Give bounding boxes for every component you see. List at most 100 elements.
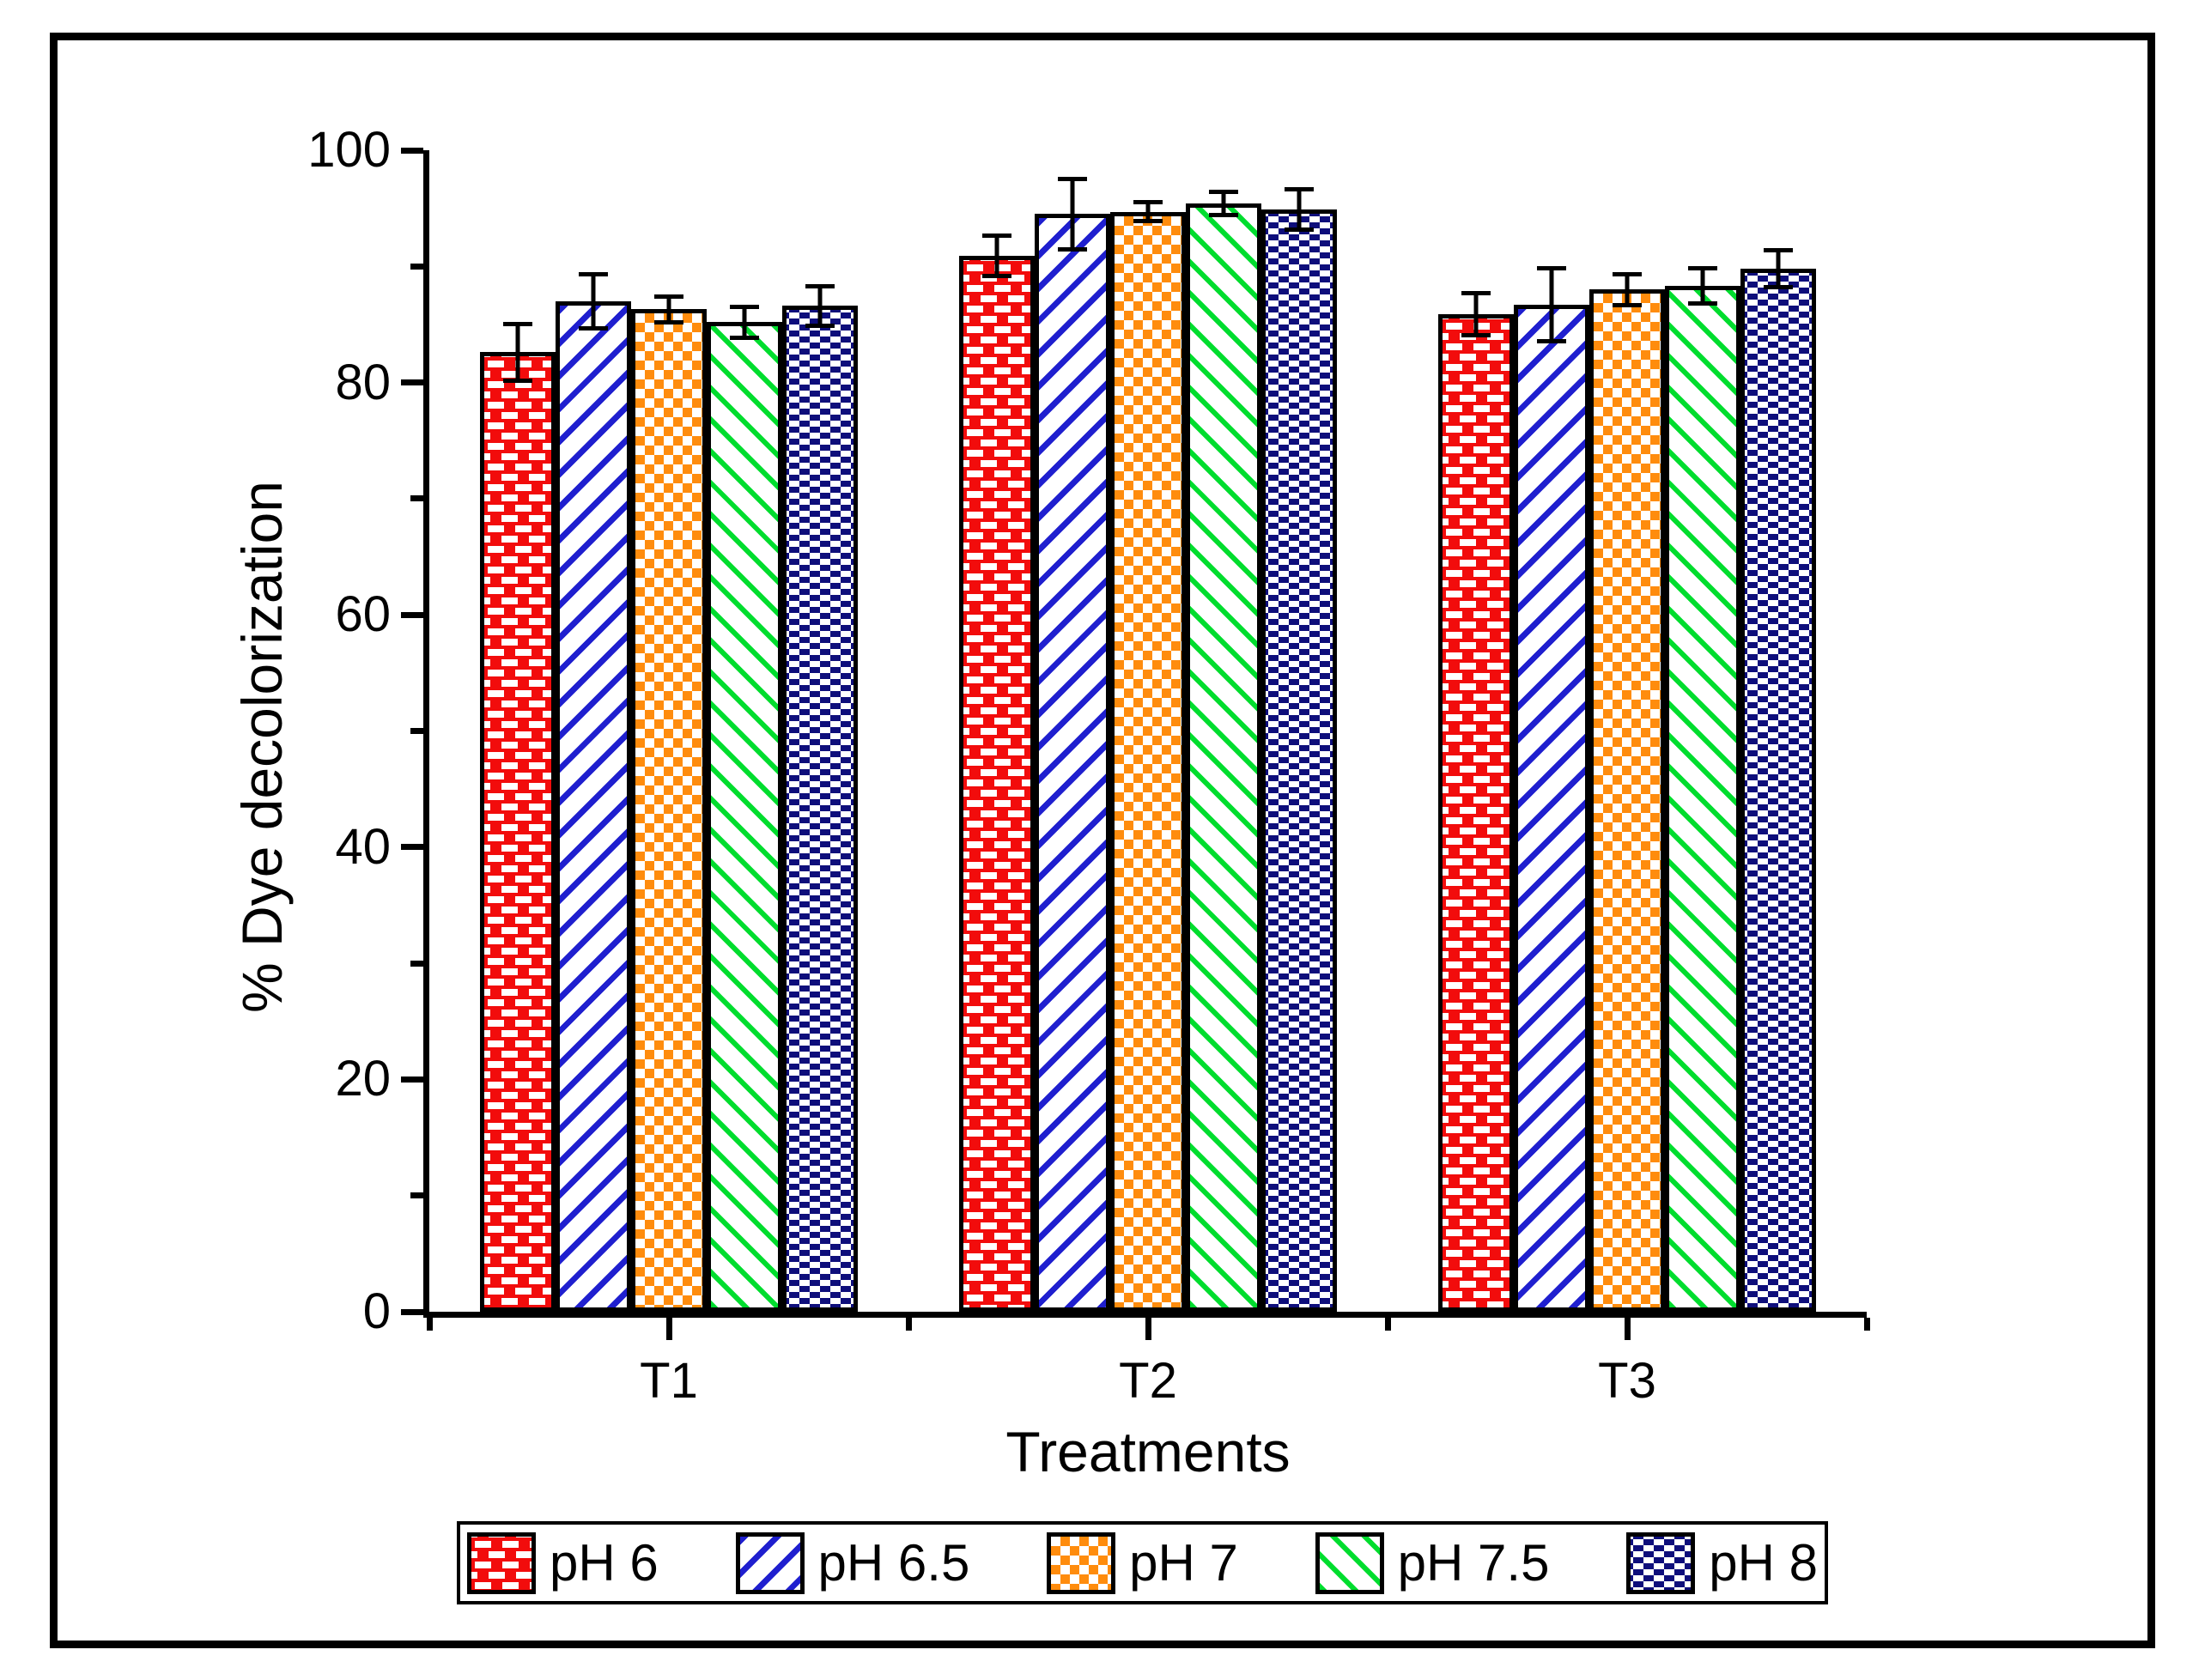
bar-pH8-T3 [1740,269,1816,1312]
legend-swatch-navy-brick [1626,1531,1696,1594]
error-bar-cap-bottom [982,273,1011,278]
bar-pH65-T2 [1035,214,1110,1312]
error-bar-stem [1297,187,1302,232]
y-minor-tick [410,960,423,967]
error-bar-cap-bottom [730,335,759,340]
error-bar-stem [515,322,520,383]
error-bar-cap-top [1133,200,1163,205]
error-bar [959,234,1035,278]
error-bar [1035,177,1110,252]
y-minor-tick [410,728,423,734]
bar-pH6-T2 [959,256,1035,1312]
x-category-label: T2 [1119,1353,1177,1409]
legend-swatch-blue-stripe [735,1531,805,1594]
error-bar-cap-top [1209,190,1238,195]
y-axis-title: % Dye decolorization [230,481,294,1013]
error-bar-cap-top [1285,187,1314,192]
legend-item-pH7: pH 7 [1047,1531,1238,1594]
error-bar-cap-bottom [1537,338,1566,343]
error-bar-cap-bottom [1209,213,1238,218]
error-bar [1186,190,1261,218]
legend-swatch-red-brick [467,1531,536,1594]
error-bar-cap-top [1058,177,1087,182]
error-bar-cap-top [805,283,835,288]
error-bar-stem [1549,266,1554,343]
error-bar [1740,247,1816,290]
error-bar-cap-top [1537,266,1566,271]
error-bar [707,304,782,340]
error-bar-stem [1145,200,1151,224]
error-bar-cap-top [982,234,1011,239]
x-category-label: T3 [1598,1353,1656,1409]
y-minor-tick [410,495,423,502]
bar-pH8-T1 [782,306,858,1312]
error-bar-cap-top [1764,247,1793,252]
error-bar [1665,266,1740,306]
x-minor-tick [905,1318,912,1331]
plot-area: Treatments 0 20 40 60 80 100 T1 T2 T3 [307,125,1870,1480]
y-tick-label: 100 [307,122,391,178]
error-bar-stem [1776,247,1781,290]
x-minor-tick [1384,1318,1391,1331]
bar-pH65-T1 [556,300,631,1312]
legend-swatch-green-stripe [1315,1531,1384,1594]
y-tick-label: 20 [335,1051,391,1107]
error-bar-cap-bottom [503,378,532,383]
bar-pH75-T2 [1186,203,1261,1312]
error-bar-cap-bottom [1133,219,1163,224]
y-tick-label: 0 [362,1283,391,1339]
x-axis-title: Treatments [1005,1420,1291,1483]
legend-label: pH 7 [1129,1533,1238,1592]
error-bar-stem [742,304,747,340]
error-bar [1514,266,1589,343]
bar-pH7-T2 [1110,211,1186,1312]
y-minor-tick [410,263,423,270]
error-bar-cap-top [579,272,608,277]
bar-pH75-T3 [1665,286,1740,1312]
error-bar [1438,290,1514,337]
legend-label: pH 7.5 [1397,1533,1550,1592]
error-bar [1110,200,1186,224]
legend-item-pH6: pH 6 [467,1531,659,1594]
legend-label: pH 6 [550,1533,659,1592]
x-category-label: T1 [640,1353,698,1409]
y-tick-label: 60 [335,586,391,643]
error-bar-stem [1700,266,1705,306]
error-bar-cap-top [1688,266,1717,271]
bar-pH8-T2 [1261,209,1337,1312]
legend-label: pH 6.5 [817,1533,970,1592]
bar-pH6-T3 [1438,313,1514,1312]
error-bar-stem [1221,190,1226,218]
error-bar-cap-bottom [1613,302,1642,307]
error-bar-cap-top [1461,290,1491,295]
y-minor-tick [410,1192,423,1199]
x-minor-tick [426,1318,433,1331]
legend-item-pH8: pH 8 [1626,1531,1818,1594]
error-bar [480,322,556,383]
error-bar-cap-top [654,294,683,299]
y-major-tick [401,147,423,154]
bar-pH7-T3 [1589,289,1665,1312]
legend-item-pH75: pH 7.5 [1315,1531,1550,1594]
error-bar-stem [591,272,596,331]
error-bar-stem [1070,177,1075,252]
error-bar-stem [817,283,823,329]
bar-pH6-T1 [480,352,556,1312]
error-bar [556,272,631,331]
error-bar-cap-bottom [805,324,835,329]
error-bar-cap-bottom [579,325,608,331]
x-major-tick [1145,1318,1151,1340]
legend: pH 6 pH 6.5 pH 7 pH 7.5 pH 8 [457,1521,1828,1604]
bar-pH65-T3 [1514,304,1589,1312]
x-minor-tick [1863,1318,1870,1331]
error-bar [782,283,858,329]
y-major-tick [401,1076,423,1083]
bar-pH7-T1 [631,309,707,1312]
legend-label: pH 8 [1709,1533,1818,1592]
y-major-tick [401,844,423,851]
error-bar-stem [994,234,999,278]
legend-swatch-orange-checker [1047,1531,1116,1594]
y-tick-label: 40 [335,818,391,875]
error-bar-cap-bottom [1285,227,1314,232]
